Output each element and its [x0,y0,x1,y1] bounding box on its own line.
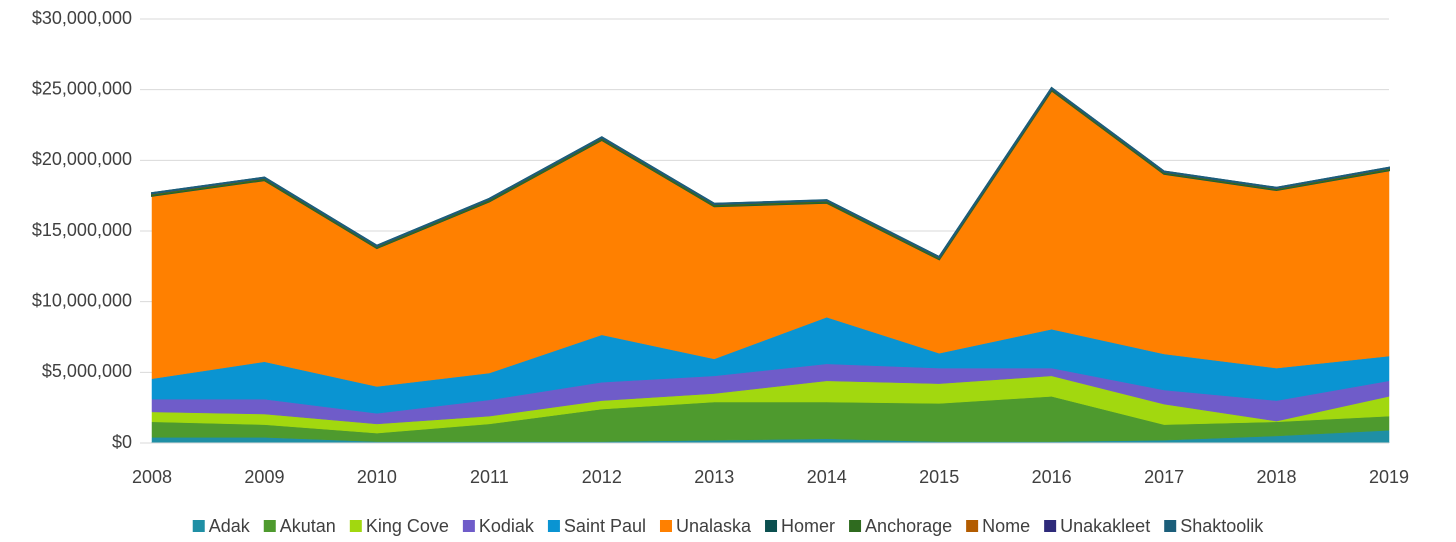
legend-swatch [1044,520,1057,532]
legend-item: Kodiak [462,516,535,536]
legend-swatch [462,520,475,532]
legend-swatch [349,520,362,532]
legend-item: Shaktoolik [1164,516,1264,536]
legend-label: King Cove [366,516,449,536]
area [151,86,1390,259]
legend-label: Saint Paul [564,516,646,536]
x-tick-label: 2016 [1032,467,1072,487]
y-tick-label: $10,000,000 [32,290,132,310]
x-tick-label: 2013 [694,467,734,487]
x-tick-label: 2008 [132,467,172,487]
legend-swatch [1164,520,1177,532]
x-tick-label: 2017 [1144,467,1184,487]
legend-item: Saint Paul [547,516,646,536]
legend-item: Nome [966,516,1030,536]
x-tick-label: 2010 [357,467,397,487]
x-tick-label: 2019 [1369,467,1409,487]
y-tick-label: $0 [112,432,132,452]
x-tick-label: 2018 [1257,467,1297,487]
legend-swatch [659,520,672,532]
legend-item: Homer [765,516,835,536]
y-tick-label: $30,000,000 [32,8,132,28]
legend-label: Shaktoolik [1180,516,1264,536]
legend-item: King Cove [349,516,449,536]
x-tick-label: 2014 [807,467,847,487]
x-tick-label: 2011 [470,467,509,487]
legend-label: Unakakleet [1060,516,1150,536]
x-tick-label: 2015 [919,467,959,487]
legend-item: Anchorage [849,516,952,536]
legend-item: Unalaska [659,516,752,536]
legend-label: Nome [982,516,1030,536]
legend-item: Adak [192,516,251,536]
legend-swatch [765,520,778,532]
x-tick-label: 2009 [244,467,284,487]
x-tick-label: 2012 [582,467,622,487]
y-tick-label: $20,000,000 [32,149,132,169]
legend-label: Adak [209,516,251,536]
legend-swatch [263,520,276,532]
y-tick-label: $5,000,000 [42,361,132,381]
legend-swatch [849,520,862,532]
legend-item: Akutan [263,516,336,536]
legend-label: Kodiak [479,516,535,536]
legend-swatch [547,520,560,532]
legend-label: Anchorage [865,516,952,536]
legend-swatch [966,520,979,532]
legend-label: Unalaska [676,516,752,536]
y-tick-label: $25,000,000 [32,78,132,98]
legend-label: Akutan [280,516,336,536]
legend-label: Homer [781,516,835,536]
legend-item: Unakakleet [1044,516,1150,536]
y-tick-label: $15,000,000 [32,220,132,240]
legend-swatch [192,520,205,532]
